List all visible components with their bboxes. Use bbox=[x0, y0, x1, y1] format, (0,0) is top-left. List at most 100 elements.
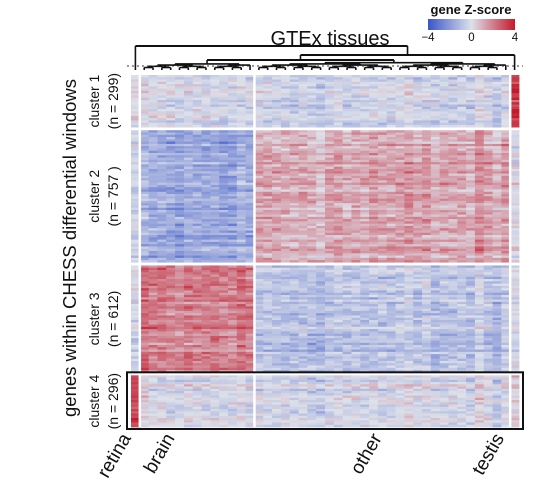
heatmap-cell bbox=[386, 130, 396, 133]
heatmap-cell bbox=[333, 153, 344, 156]
heatmap-cell bbox=[386, 166, 396, 170]
heatmap-cell bbox=[333, 173, 344, 177]
heatmap-cell bbox=[148, 294, 158, 298]
heatmap-cell bbox=[448, 221, 458, 225]
heatmap-cell bbox=[325, 155, 335, 158]
heatmap-cell bbox=[131, 203, 141, 206]
heatmap-cell bbox=[360, 153, 370, 156]
heatmap-cell bbox=[466, 246, 476, 250]
heatmap-cell bbox=[131, 168, 141, 172]
heatmap-cell bbox=[333, 285, 344, 289]
heatmap-cell bbox=[510, 279, 520, 282]
heatmap-cell bbox=[175, 248, 185, 252]
heatmap-cell bbox=[430, 301, 441, 305]
heatmap-cell bbox=[280, 93, 291, 96]
heatmap-cell bbox=[228, 93, 238, 96]
heatmap-cell bbox=[492, 139, 502, 143]
heatmap-cell bbox=[474, 308, 485, 312]
heatmap-cell bbox=[228, 331, 238, 335]
heatmap-cell bbox=[210, 253, 220, 256]
heatmap-cell bbox=[404, 139, 414, 143]
heatmap-cell bbox=[325, 132, 335, 136]
heatmap-cell bbox=[377, 164, 388, 168]
heatmap-cell bbox=[280, 178, 291, 181]
heatmap-cell bbox=[457, 97, 467, 101]
heatmap-cell bbox=[342, 90, 352, 94]
heatmap-cell bbox=[254, 102, 264, 105]
heatmap-cell bbox=[166, 198, 176, 202]
heatmap-cell bbox=[333, 102, 344, 105]
heatmap-cell bbox=[386, 253, 396, 256]
heatmap-cell bbox=[377, 267, 388, 271]
heatmap-cell bbox=[210, 216, 220, 220]
heatmap-cell bbox=[386, 322, 396, 325]
heatmap-cell bbox=[236, 155, 247, 158]
heatmap-cell bbox=[474, 86, 485, 90]
heatmap-cell bbox=[351, 223, 361, 227]
heatmap-cell bbox=[430, 308, 441, 312]
heatmap-cell bbox=[430, 173, 441, 177]
heatmap-cell bbox=[236, 283, 247, 287]
heatmap-cell bbox=[386, 75, 396, 78]
heatmap-cell bbox=[333, 253, 344, 256]
heatmap-cell bbox=[333, 196, 344, 199]
heatmap-cell bbox=[263, 95, 273, 99]
heatmap-cell bbox=[510, 272, 520, 275]
heatmap-cell bbox=[289, 97, 299, 101]
heatmap-cell bbox=[360, 281, 370, 285]
heatmap-cell bbox=[210, 301, 220, 305]
heatmap-cell bbox=[183, 297, 194, 300]
heatmap-cell bbox=[510, 294, 520, 298]
heatmap-cell bbox=[148, 326, 158, 330]
heatmap-cell bbox=[219, 317, 229, 321]
heatmap-cell bbox=[139, 279, 150, 282]
heatmap-cell bbox=[157, 184, 167, 188]
heatmap-cell bbox=[369, 153, 379, 156]
heatmap-cell bbox=[492, 320, 502, 323]
heatmap-cell bbox=[210, 279, 220, 282]
heatmap-cell bbox=[263, 134, 273, 138]
heatmap-cell bbox=[510, 109, 520, 112]
heatmap-cell bbox=[175, 198, 185, 202]
heatmap-cell bbox=[307, 194, 317, 197]
heatmap-cell bbox=[333, 143, 344, 147]
heatmap-cell bbox=[183, 269, 194, 273]
heatmap-cell bbox=[404, 150, 414, 154]
heatmap-cell bbox=[342, 109, 352, 112]
heatmap-cell bbox=[210, 130, 220, 133]
heatmap-cell bbox=[157, 301, 167, 305]
heatmap-cell bbox=[413, 198, 423, 202]
heatmap-cell bbox=[166, 194, 176, 197]
heatmap-cell bbox=[492, 244, 502, 247]
heatmap-cell bbox=[131, 281, 141, 285]
heatmap-cell bbox=[166, 308, 176, 312]
heatmap-cell bbox=[263, 241, 273, 245]
heatmap-cell bbox=[166, 148, 176, 152]
heatmap-cell bbox=[192, 299, 202, 303]
heatmap-cell bbox=[342, 139, 352, 143]
heatmap-cell bbox=[386, 180, 396, 184]
heatmap-cell bbox=[316, 279, 326, 282]
heatmap-cell bbox=[298, 75, 308, 78]
heatmap-cell bbox=[316, 106, 326, 110]
heatmap-cell bbox=[183, 75, 194, 78]
heatmap-cell bbox=[254, 198, 264, 202]
heatmap-cell bbox=[157, 225, 167, 229]
heatmap-cell bbox=[457, 230, 467, 234]
heatmap-cell bbox=[131, 212, 141, 215]
heatmap-cell bbox=[404, 189, 414, 193]
heatmap-cell bbox=[448, 315, 458, 319]
heatmap-cell bbox=[148, 301, 158, 305]
heatmap-cell bbox=[280, 241, 291, 245]
heatmap-cell bbox=[307, 124, 317, 128]
heatmap-cell bbox=[298, 225, 308, 229]
heatmap-cell bbox=[386, 124, 396, 128]
heatmap-cell bbox=[395, 329, 405, 332]
heatmap-cell bbox=[404, 164, 414, 168]
heatmap-cell bbox=[139, 104, 150, 108]
heatmap-cell bbox=[175, 219, 185, 222]
heatmap-cell bbox=[139, 180, 150, 184]
heatmap-cell bbox=[439, 124, 449, 128]
heatmap-cell bbox=[466, 118, 476, 121]
heatmap-cell bbox=[386, 118, 396, 121]
